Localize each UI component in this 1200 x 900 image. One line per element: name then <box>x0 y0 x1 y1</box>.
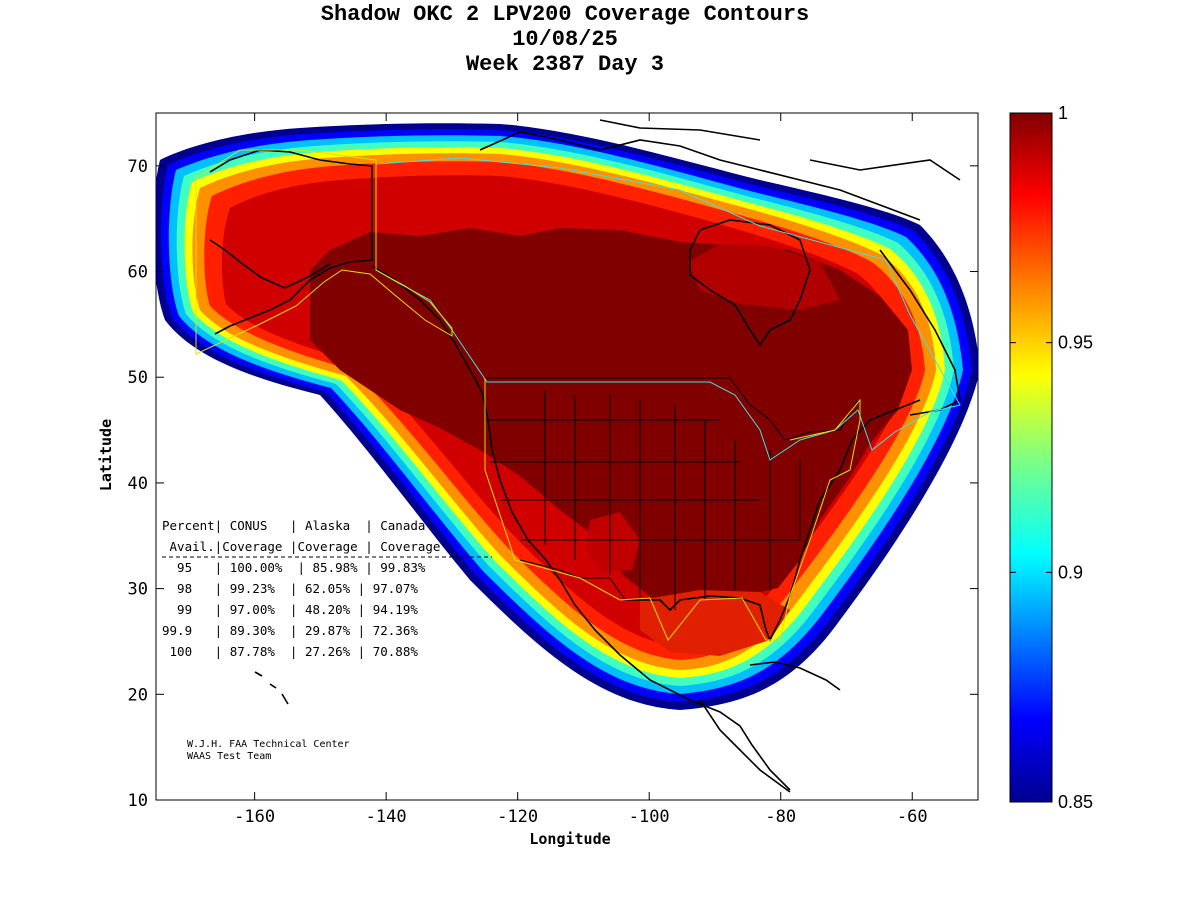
contour-band-patch-gulf <box>640 590 790 656</box>
table-row: 98 | 99.23% | 62.05% | 97.07% <box>162 581 418 596</box>
coastline-west <box>371 265 791 791</box>
coastline-alaska <box>209 149 373 335</box>
us-mexico-border <box>519 559 660 601</box>
colorbar-tick-label: 0.9 <box>1058 562 1083 582</box>
y-tick-label: 30 <box>128 580 148 600</box>
coastline-hawaii <box>254 671 289 705</box>
x-tick-labels: -160 -140 -120 -100 -80 -60 <box>234 807 927 827</box>
canada-region-outline <box>375 157 961 461</box>
y-tick-label: 70 <box>128 157 148 177</box>
table-row: 100 | 87.78% | 27.26% | 70.88% <box>162 644 418 659</box>
coastline-cuba <box>749 661 841 691</box>
table-header-1: Percent| CONUS | Alaska | Canada <box>162 518 425 533</box>
x-tick-label: -120 <box>497 807 538 827</box>
table-header-2: Avail.|Coverage |Coverage | Coverage <box>162 539 440 554</box>
coastline-arctic <box>479 119 961 221</box>
x-tick-label: -60 <box>897 807 928 827</box>
x-tick-label: -80 <box>765 807 796 827</box>
conus-region-outline <box>484 378 861 641</box>
x-tick-label: -160 <box>234 807 275 827</box>
y-tick-label: 20 <box>128 685 148 705</box>
table-row: 99 | 97.00% | 48.20% | 94.19% <box>162 602 418 617</box>
y-axis-label: Latitude <box>97 419 115 491</box>
table-row: 99.9 | 89.30% | 29.87% | 72.36% <box>162 623 418 638</box>
chart-title: Shadow OKC 2 LPV200 Coverage Contours <box>320 2 810 27</box>
chart-date: 10/08/25 <box>512 27 618 52</box>
x-tick-label: -140 <box>366 807 407 827</box>
colorbar <box>1009 112 1053 803</box>
y-tick-labels: 10 20 30 40 50 60 70 <box>128 157 148 811</box>
x-tick-label: -100 <box>629 807 670 827</box>
chart-week-day: Week 2387 Day 3 <box>465 52 665 77</box>
colorbar-tick-label: 0.95 <box>1058 333 1093 353</box>
colorbar-tick-label: 1 <box>1058 103 1068 123</box>
colorbar-ticks: 1 0.95 0.9 0.85 <box>1010 103 1093 812</box>
y-tick-label: 40 <box>128 474 148 494</box>
axis-ticks <box>156 113 978 801</box>
colorbar-tick-label: 0.85 <box>1058 792 1093 812</box>
y-tick-label: 10 <box>128 791 148 811</box>
credit-line-1: W.J.H. FAA Technical Center <box>187 739 350 750</box>
table-row: 95 | 100.00% | 85.98% | 99.83% <box>162 560 426 575</box>
x-axis-label: Longitude <box>529 830 610 848</box>
coverage-statistics-table: Percent| CONUS | Alaska | Canada Avail.|… <box>162 518 492 659</box>
contour-core-100 <box>310 228 912 608</box>
alaska-region-outline <box>195 149 453 355</box>
coastline-gulf <box>630 399 921 642</box>
region-overlays <box>195 149 961 641</box>
coastlines <box>209 119 961 793</box>
contour-band-patch-southwest <box>586 512 640 572</box>
coastline-hudson-bay <box>689 219 811 347</box>
y-tick-label: 50 <box>128 368 148 388</box>
credit-line-2: WAAS Test Team <box>187 751 271 762</box>
coastline-central-america <box>699 699 791 793</box>
y-tick-label: 60 <box>128 263 148 283</box>
us-state-lines <box>485 390 801 610</box>
